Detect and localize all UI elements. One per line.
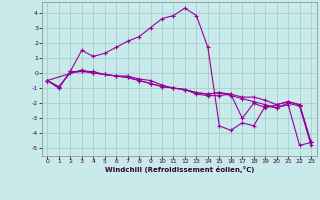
X-axis label: Windchill (Refroidissement éolien,°C): Windchill (Refroidissement éolien,°C)	[105, 166, 254, 173]
